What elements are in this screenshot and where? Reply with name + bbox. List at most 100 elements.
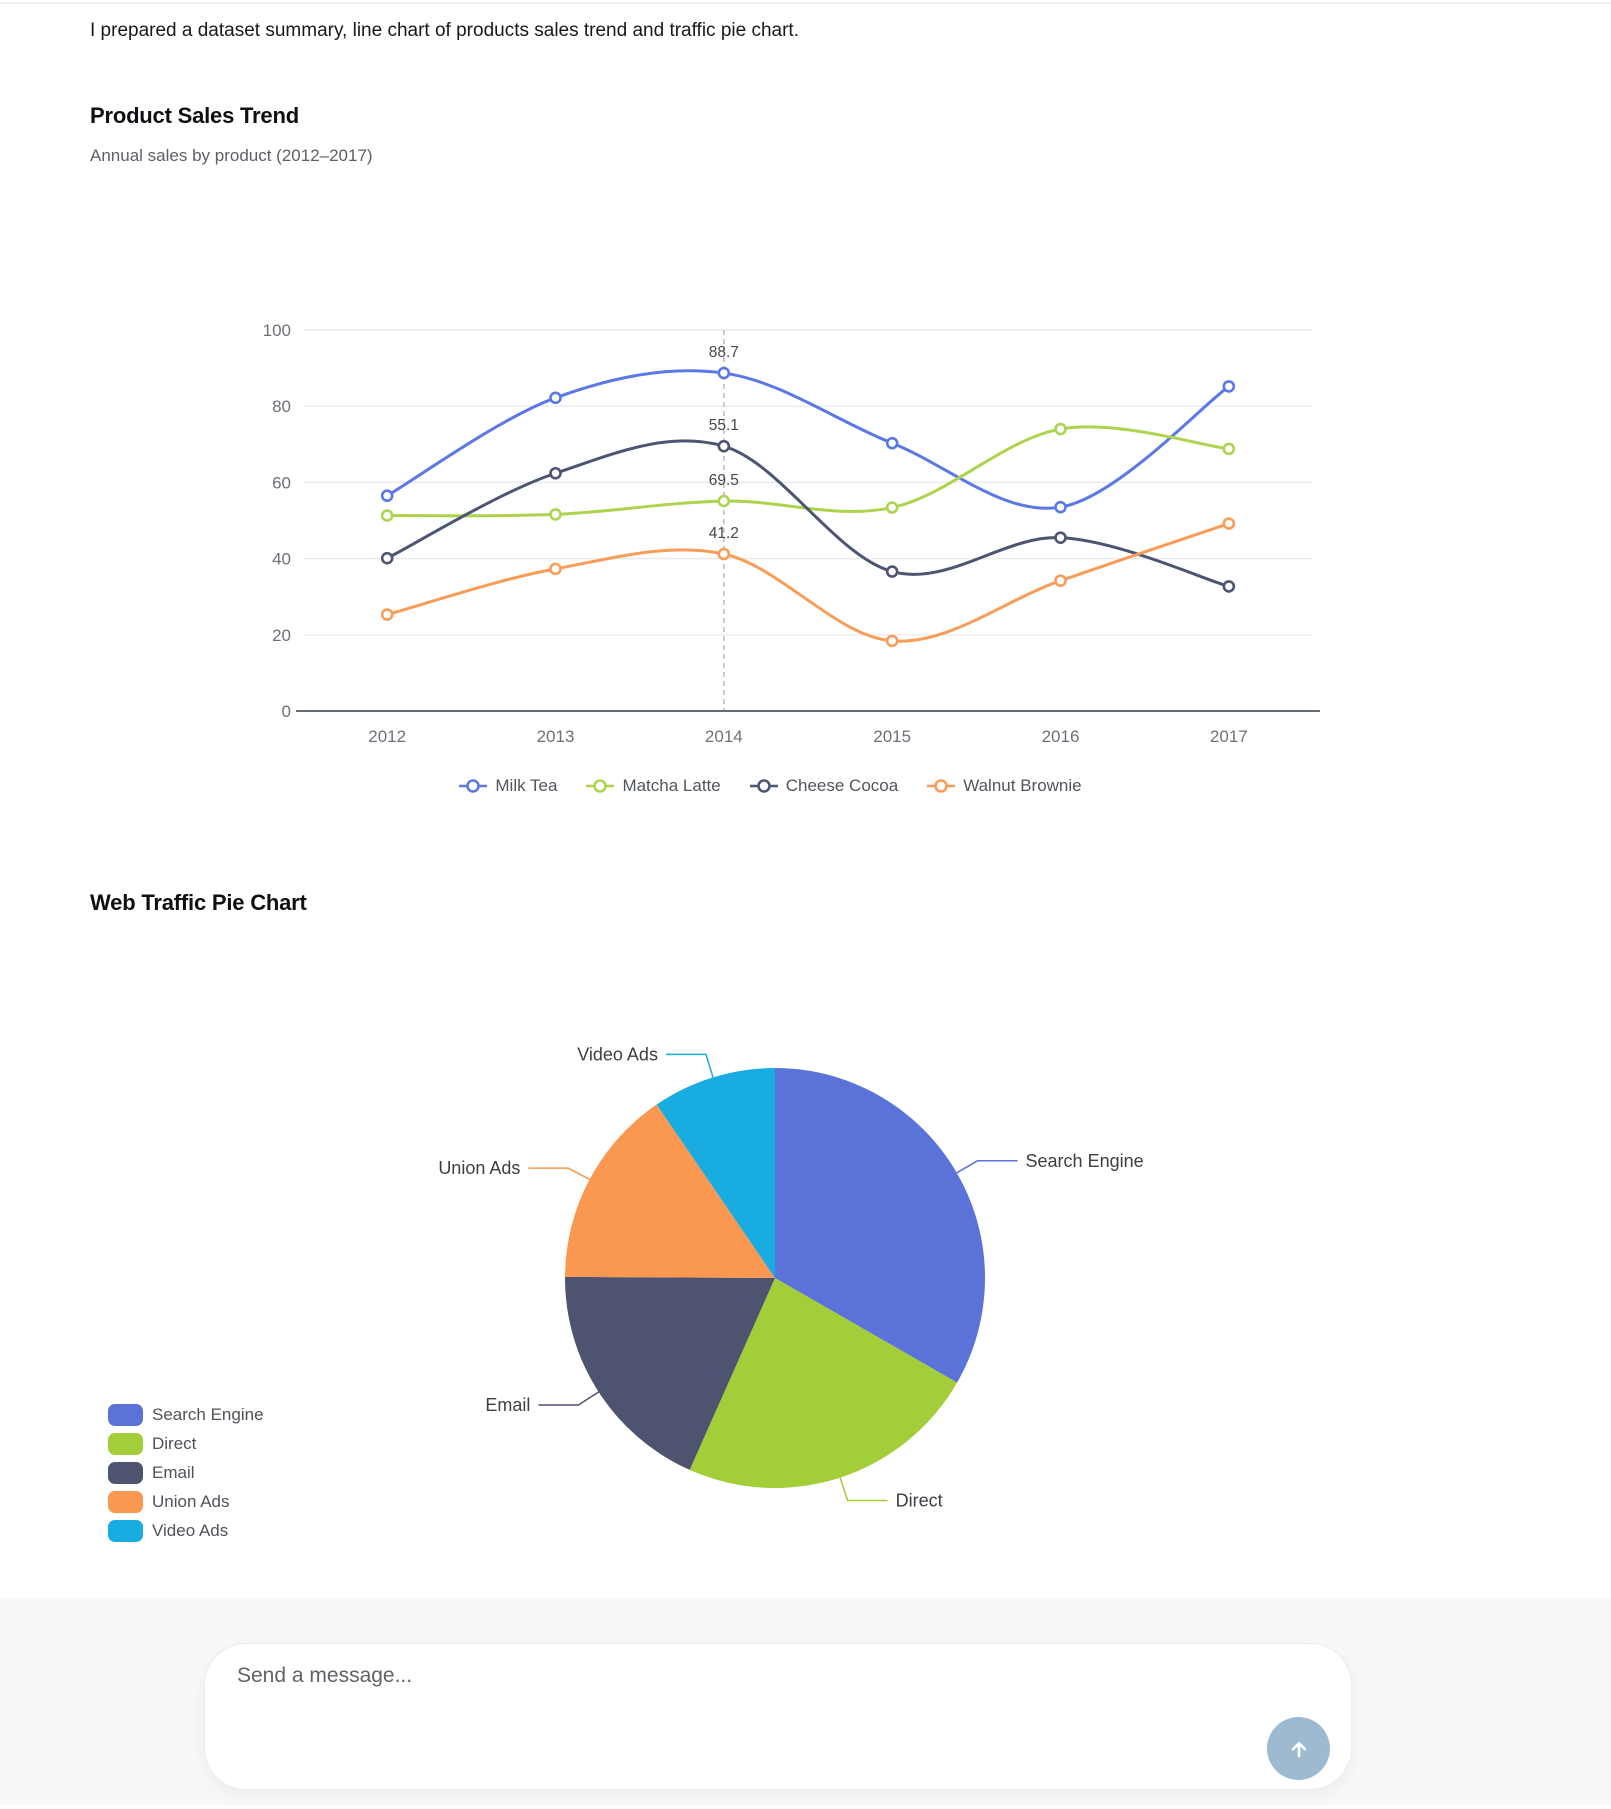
traffic-pie-chart[interactable]: Search Engine Direct Email Union Ads Video A… xyxy=(300,1020,1200,1540)
point-matcha-latte[interactable] xyxy=(885,501,899,514)
legend-item-label: Union Ads xyxy=(152,1491,230,1511)
tooltip-value-label: 69.5 xyxy=(709,472,739,489)
traffic-chart-legend: Search Engine Direct Email Union Ads Video A… xyxy=(108,1400,264,1545)
tooltip-value-label: 88.7 xyxy=(709,344,739,361)
pie-slice-search-engine[interactable] xyxy=(775,1068,986,1383)
traffic-section-title: Web Traffic Pie Chart xyxy=(90,890,307,915)
point-milk-tea[interactable] xyxy=(1054,500,1067,514)
legend-item-walnut-brownie[interactable]: Walnut Brownie xyxy=(926,776,1082,796)
pie-label-search-engine: Search Engine xyxy=(1026,1151,1144,1171)
point-milk-tea[interactable] xyxy=(885,436,899,450)
legend-item-label: Cheese Cocoa xyxy=(785,776,899,795)
point-cheese-cocoa[interactable] xyxy=(1054,531,1067,544)
y-axis-label: 100 xyxy=(263,321,291,340)
point-matcha-latte[interactable] xyxy=(1054,422,1067,436)
pie-label-line-video-ads xyxy=(665,1053,714,1078)
legend-item-milk-tea[interactable]: Milk Tea xyxy=(458,776,557,796)
point-cheese-cocoa[interactable] xyxy=(717,439,731,453)
y-axis-label: 80 xyxy=(272,397,291,416)
x-axis-label: 2016 xyxy=(1042,727,1080,746)
line-series-marker-icon xyxy=(749,779,778,793)
point-milk-tea[interactable] xyxy=(717,366,731,380)
sales-line-chart[interactable]: 0 20 40 60 80 100 2012 2013 2014 2015 2016 2017 88.7… xyxy=(240,280,1360,750)
point-cheese-cocoa[interactable] xyxy=(885,565,899,578)
pie-slice-union-ads[interactable] xyxy=(565,1104,775,1278)
send-button[interactable] xyxy=(1267,1717,1330,1780)
point-walnut-brownie[interactable] xyxy=(549,562,562,576)
composer-box xyxy=(204,1643,1352,1790)
line-series-marker-icon xyxy=(927,779,956,793)
y-axis-label: 20 xyxy=(272,626,291,645)
legend-item-label: Milk Tea xyxy=(495,776,558,795)
pie-label-video-ads: Video Ads xyxy=(577,1044,658,1064)
line-milk-tea[interactable] xyxy=(386,369,1230,510)
legend-item-label: Search Engine xyxy=(152,1404,264,1424)
sales-chart-legend: Milk Tea Matcha Latte Cheese Cocoa Walnut B… xyxy=(240,776,1300,796)
pie-slice-direct[interactable] xyxy=(689,1278,958,1488)
point-walnut-brownie[interactable] xyxy=(1054,574,1067,587)
legend-item-label: Email xyxy=(152,1462,195,1482)
point-matcha-latte[interactable] xyxy=(717,494,731,508)
line-series-marker-icon xyxy=(459,779,488,793)
legend-item-video-ads[interactable]: Video Ads xyxy=(108,1516,264,1545)
assistant-message: I prepared a dataset summary, line chart… xyxy=(90,20,799,41)
sales-section-title: Product Sales Trend xyxy=(90,103,299,128)
point-cheese-cocoa[interactable] xyxy=(380,551,394,565)
x-axis-label: 2014 xyxy=(705,727,743,746)
legend-swatch-icon xyxy=(108,1461,143,1484)
legend-item-search-engine[interactable]: Search Engine xyxy=(108,1400,264,1429)
up-arrow-icon xyxy=(1291,1741,1306,1757)
message-input[interactable] xyxy=(235,1662,1219,1766)
pie-label-line-search-engine xyxy=(956,1160,1018,1174)
point-cheese-cocoa[interactable] xyxy=(549,466,562,480)
tooltip-value-label: 41.2 xyxy=(709,525,739,542)
line-matcha-latte[interactable] xyxy=(387,425,1230,518)
x-axis-label: 2015 xyxy=(873,727,911,746)
y-axis-label: 40 xyxy=(272,550,291,569)
pie-label-union-ads: Union Ads xyxy=(438,1158,520,1178)
legend-item-cheese-cocoa[interactable]: Cheese Cocoa xyxy=(749,776,898,796)
legend-swatch-icon xyxy=(108,1519,143,1542)
pie-label-email: Email xyxy=(485,1395,530,1415)
point-walnut-brownie[interactable] xyxy=(717,547,731,561)
pie-slice-video-ads[interactable] xyxy=(656,1068,775,1278)
point-cheese-cocoa[interactable] xyxy=(1222,580,1236,593)
legend-item-matcha-latte[interactable]: Matcha Latte xyxy=(585,776,721,796)
y-axis-label: 60 xyxy=(272,473,291,492)
point-matcha-latte[interactable] xyxy=(380,509,394,522)
legend-item-label: Walnut Brownie xyxy=(963,776,1082,795)
line-series-marker-icon xyxy=(586,779,615,793)
legend-swatch-icon xyxy=(108,1403,143,1426)
tooltip-value-label: 55.1 xyxy=(709,417,739,434)
legend-item-label: Matcha Latte xyxy=(622,776,721,795)
line-cheese-cocoa[interactable] xyxy=(386,439,1230,588)
pie-label-line-direct xyxy=(839,1477,888,1502)
pie-slice-email[interactable] xyxy=(565,1276,775,1470)
point-milk-tea[interactable] xyxy=(549,391,562,405)
point-walnut-brownie[interactable] xyxy=(885,634,899,648)
pie-label-line-email xyxy=(538,1391,600,1406)
point-milk-tea[interactable] xyxy=(1222,380,1236,393)
legend-item-email[interactable]: Email xyxy=(108,1458,264,1487)
point-matcha-latte[interactable] xyxy=(549,508,562,521)
sales-section-subtitle: Annual sales by product (2012–2017) xyxy=(90,146,373,165)
point-walnut-brownie[interactable] xyxy=(380,608,394,621)
legend-swatch-icon xyxy=(108,1490,143,1513)
line-walnut-brownie[interactable] xyxy=(386,522,1230,643)
point-walnut-brownie[interactable] xyxy=(1222,517,1236,530)
x-axis-label: 2013 xyxy=(537,727,575,746)
x-axis-label: 2017 xyxy=(1210,727,1248,746)
legend-item-label: Video Ads xyxy=(152,1520,229,1540)
pie-label-line-union-ads xyxy=(528,1167,590,1181)
point-milk-tea[interactable] xyxy=(380,489,394,503)
legend-swatch-icon xyxy=(108,1432,143,1455)
legend-item-direct[interactable]: Direct xyxy=(108,1429,264,1458)
legend-item-union-ads[interactable]: Union Ads xyxy=(108,1487,264,1516)
x-axis-label: 2012 xyxy=(368,727,406,746)
top-divider xyxy=(0,2,1611,4)
pie-label-direct: Direct xyxy=(896,1490,943,1510)
y-axis-label: 0 xyxy=(282,702,291,721)
legend-item-label: Direct xyxy=(152,1433,197,1453)
point-matcha-latte[interactable] xyxy=(1222,442,1236,456)
